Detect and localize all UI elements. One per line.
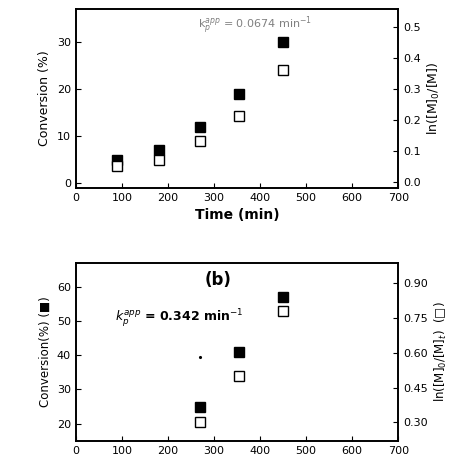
X-axis label: Time (min): Time (min): [195, 208, 279, 222]
Y-axis label: ln([M]$_0$/[M]): ln([M]$_0$/[M]): [426, 62, 442, 135]
Text: k$_p^{app}$ = 0.0674 min$^{-1}$: k$_p^{app}$ = 0.0674 min$^{-1}$: [198, 15, 312, 37]
Text: $k_p^{app}$ = 0.342 min$^{-1}$: $k_p^{app}$ = 0.342 min$^{-1}$: [115, 307, 243, 329]
Y-axis label: Conversion (%): Conversion (%): [38, 51, 51, 146]
Text: (b): (b): [204, 272, 231, 290]
Y-axis label: Conversion(%) (■): Conversion(%) (■): [38, 296, 51, 407]
Y-axis label: ln([M]$_0$/[M]$_t$)  (□): ln([M]$_0$/[M]$_t$) (□): [433, 301, 449, 402]
